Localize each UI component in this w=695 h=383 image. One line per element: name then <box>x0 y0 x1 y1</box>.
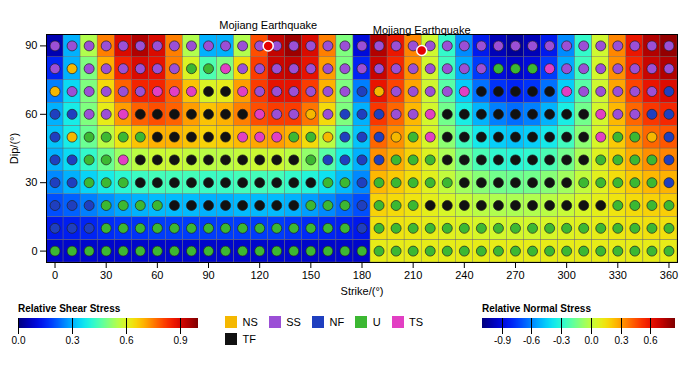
svg-text:Strike/(°): Strike/(°) <box>341 285 384 297</box>
svg-text:0.0: 0.0 <box>585 335 599 346</box>
svg-text:Mojiang Earthquake: Mojiang Earthquake <box>219 19 317 31</box>
svg-text:Relative Normal Stress: Relative Normal Stress <box>482 303 591 314</box>
svg-text:-0.9: -0.9 <box>494 335 512 346</box>
html-text:NS: NS <box>242 316 258 329</box>
svg-text:60: 60 <box>25 108 37 120</box>
svg-text:0.9: 0.9 <box>174 335 188 346</box>
svg-text:-0.3: -0.3 <box>553 335 571 346</box>
svg-text:90: 90 <box>202 269 214 281</box>
svg-text:270: 270 <box>506 269 524 281</box>
html-text:TS: TS <box>409 316 424 329</box>
svg-text:240: 240 <box>455 269 473 281</box>
svg-text:30: 30 <box>25 176 37 188</box>
svg-text:180: 180 <box>353 269 371 281</box>
svg-text:Mojiang Earthquake: Mojiang Earthquake <box>372 24 471 36</box>
svg-text:0: 0 <box>52 269 58 281</box>
html-text:SS: SS <box>286 316 301 329</box>
html-text:TF: TF <box>242 332 256 345</box>
svg-text:300: 300 <box>557 269 575 281</box>
svg-text:Relative Shear Stress: Relative Shear Stress <box>18 303 121 314</box>
svg-text:360: 360 <box>660 269 678 281</box>
svg-text:330: 330 <box>609 269 627 281</box>
svg-text:0.3: 0.3 <box>66 335 80 346</box>
svg-text:150: 150 <box>302 269 320 281</box>
svg-text:-0.6: -0.6 <box>523 335 541 346</box>
svg-text:0: 0 <box>31 245 37 257</box>
svg-text:Dip/(°): Dip/(°) <box>8 133 20 164</box>
svg-text:0.6: 0.6 <box>120 335 134 346</box>
svg-text:60: 60 <box>151 269 163 281</box>
svg-text:0.0: 0.0 <box>12 335 26 346</box>
svg-text:210: 210 <box>404 269 422 281</box>
svg-text:0.3: 0.3 <box>615 335 629 346</box>
svg-text:90: 90 <box>25 39 37 51</box>
svg-text:120: 120 <box>250 269 268 281</box>
html-text:U: U <box>372 316 381 329</box>
html-text:NF: NF <box>329 316 345 329</box>
svg-text:30: 30 <box>100 269 112 281</box>
svg-text:0.6: 0.6 <box>644 335 658 346</box>
